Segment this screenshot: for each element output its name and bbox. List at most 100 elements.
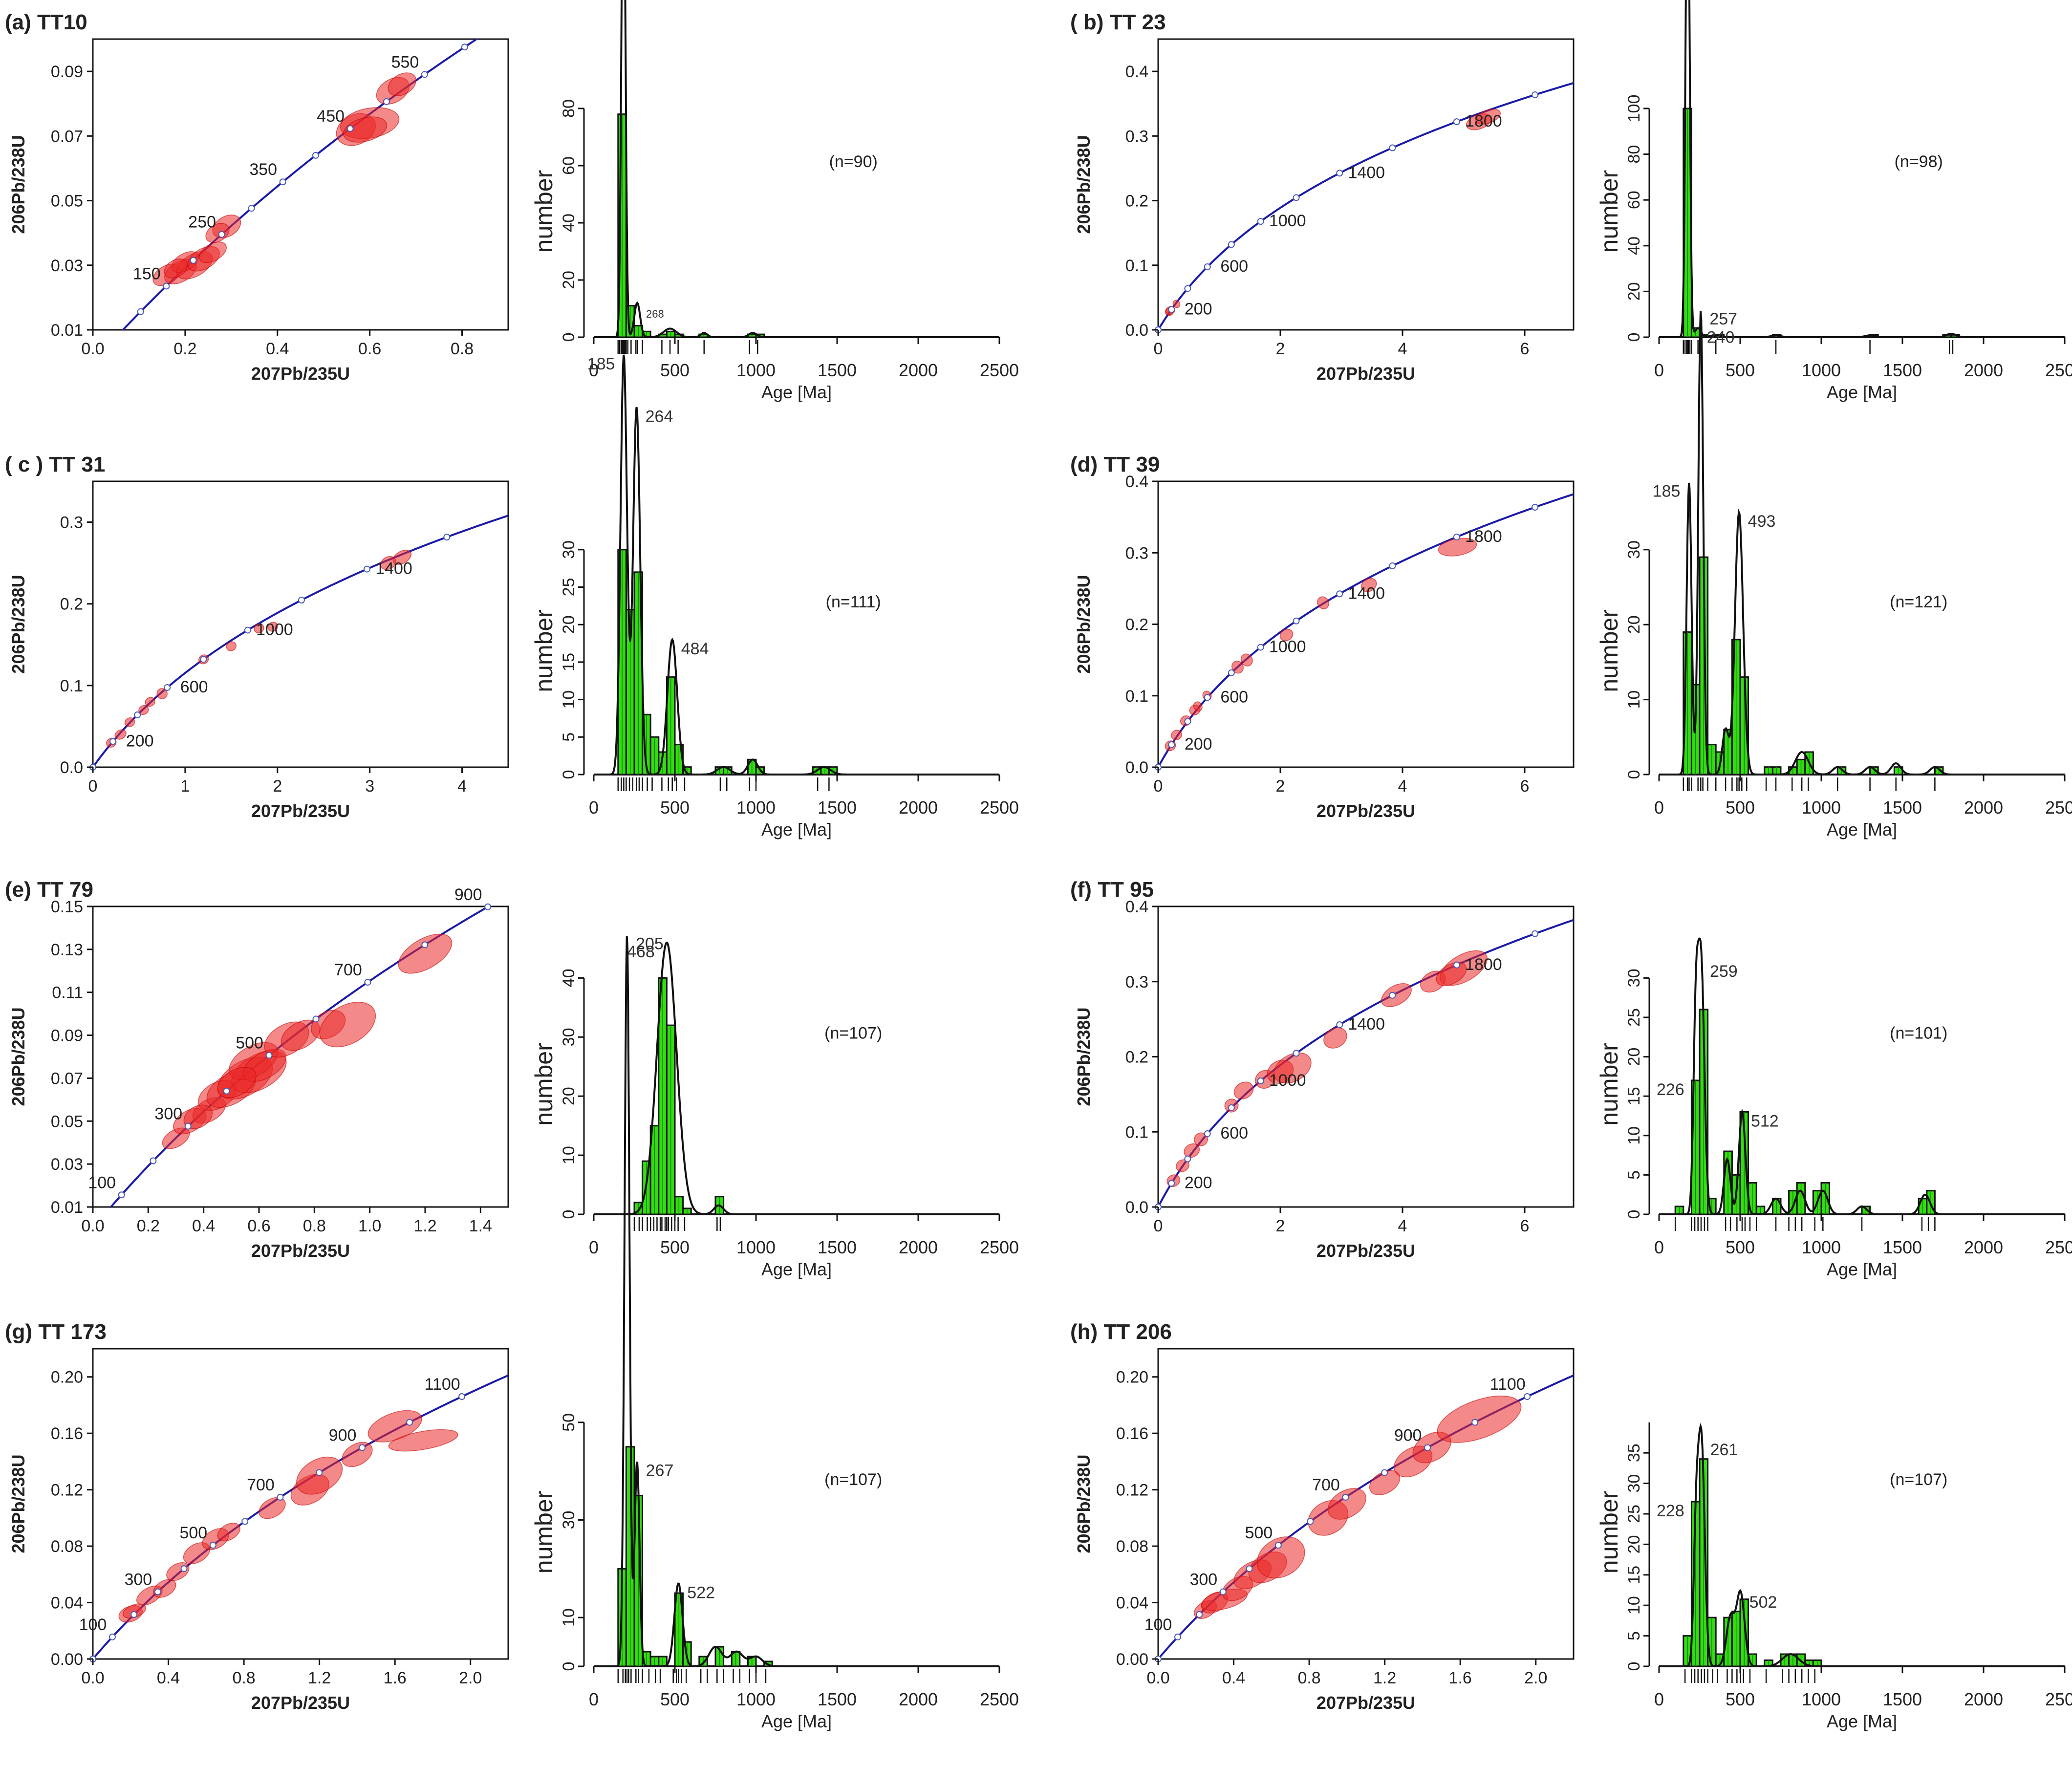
error-ellipse [1256,1536,1305,1579]
age-marker-dot [209,1542,216,1549]
y-tick-label: 0.4 [1125,473,1148,491]
error-ellipse [205,223,230,243]
histogram-plot: 18326805001000150020002500020406080Age [… [530,0,1019,402]
y-axis-label: 206Pb/238U [8,135,28,234]
concordia-age-label: 200 [126,732,154,750]
histogram-x-tick-label: 500 [660,1237,690,1257]
histogram-x-tick-label: 1000 [736,797,776,818]
age-marker-dot [190,257,197,264]
histogram-y-tick-label: 0 [1625,770,1643,779]
peak-label: 267 [646,1462,674,1480]
x-tick-label: 0.0 [81,1669,104,1687]
concordia-age-label: 200 [1185,300,1212,318]
histogram-x-tick-label: 2000 [1964,1689,2003,1709]
x-tick-label: 4 [457,777,467,796]
age-marker-dot [200,656,207,663]
age-marker-dot [1168,1180,1175,1187]
x-tick-label: 0.0 [1146,1669,1169,1687]
histogram-x-tick-label: 1500 [818,360,857,380]
age-marker-dot [163,282,170,290]
age-marker-dot [1453,533,1460,540]
error-ellipse [217,1523,240,1542]
x-tick-label: 0.8 [232,1669,255,1687]
peak-label: 468 [627,943,655,961]
x-tick-label: 0.0 [81,340,104,358]
histogram-x-tick-label: 2000 [899,1237,938,1257]
histogram-x-tick-label: 500 [1726,797,1755,818]
concordia-frame [1157,480,1575,768]
peak-label: 512 [1751,1112,1779,1130]
x-tick-label: 4 [1398,340,1407,358]
x-tick-label: 4 [1398,1217,1407,1235]
histogram-x-tick-label: 1000 [1802,1237,1841,1257]
age-marker-dot [265,1052,273,1059]
y-tick-label: 0.1 [1125,257,1148,275]
histogram-x-tick-label: 1500 [818,1237,857,1257]
peak-label: 259 [1710,962,1738,981]
age-marker-dot [1293,617,1300,625]
peak-label: 226 [1657,1080,1684,1099]
x-tick-label: 6 [1520,1217,1530,1235]
histogram-y-tick-label: 10 [560,1146,578,1164]
y-tick-label: 0.0 [60,758,83,777]
x-tick-label: 3 [365,777,374,796]
x-tick-label: 0 [1154,777,1163,796]
histogram-y-axis-label: number [1596,609,1623,692]
y-tick-label: 0.3 [1125,973,1148,991]
age-marker-dot [364,565,371,573]
histogram-x-tick-label: 500 [660,360,690,380]
histogram-x-tick-label: 2500 [980,797,1019,818]
panel-title: ( b) TT 23 [1070,10,1166,34]
age-marker-dot [298,597,305,604]
y-axis-label: 206Pb/238U [8,1454,28,1553]
y-tick-label: 0.20 [1116,1368,1148,1387]
x-tick-label: 0.8 [1297,1669,1320,1687]
histogram-y-tick-label: 25 [1625,1505,1643,1523]
y-tick-label: 0.09 [51,1027,83,1045]
histogram-y-tick-label: 15 [560,653,578,671]
y-tick-label: 0.0 [1125,321,1148,340]
histogram-y-tick-label: 50 [560,1413,578,1432]
concordia-age-label: 1000 [256,621,293,639]
age-marker-dot [277,1493,284,1501]
histogram-y-tick-label: 40 [560,214,578,232]
histogram-x-tick-label: 0 [1654,1237,1664,1257]
y-tick-label: 0.0 [1125,1198,1148,1217]
concordia-age-label: 700 [334,961,362,979]
age-marker-dot [383,98,390,105]
panel-a: (a) TT10 150 250 350 450 550 0.0 0.2 0.4 0.6 0.8 0.… [5,0,1019,402]
sample-count-label: (n=107) [824,1024,882,1042]
age-marker-dot [1257,644,1264,651]
concordia-age-label: 1000 [1269,638,1306,656]
y-tick-label: 0.12 [1116,1481,1148,1500]
y-tick-label: 0.3 [1125,544,1148,562]
x-axis-label: 207Pb/235U [251,364,350,384]
histogram-y-tick-label: 20 [1625,615,1643,634]
histogram-y-tick-label: 10 [560,690,578,709]
error-ellipse [1193,701,1203,711]
age-marker-dot [1228,241,1235,248]
age-marker-dot [1168,306,1175,313]
histogram-x-tick-label: 2500 [980,1237,1019,1257]
age-marker-dot [164,684,171,691]
histogram-plot: 468 0 500 1000 1500 2000 2500 0 10 20 30 40 Age [Ma]… [530,942,1019,1279]
histogram-x-tick-label: 2500 [2045,1689,2072,1709]
age-marker-dot [346,125,354,132]
y-axis-label: 206Pb/238U [8,1007,28,1106]
concordia-age-label: 250 [188,213,216,232]
histogram-x-axis-label: Age [Ma] [1827,1711,1897,1731]
error-ellipse [1475,108,1501,125]
age-marker-dot [421,941,429,948]
histogram-x-tick-label: 2000 [1964,1237,2003,1257]
concordia-age-label: 1400 [1348,163,1385,182]
panel-title: (g) TT 173 [5,1320,107,1344]
concordia-age-label: 600 [1220,688,1248,706]
panel-title: ( c ) TT 31 [5,452,105,476]
histogram-x-tick-label: 1000 [1802,1689,1841,1709]
age-marker-dot [1381,1469,1388,1476]
age-marker-dot [1336,590,1343,598]
y-tick-label: 0.04 [51,1594,83,1613]
age-marker-dot [1293,194,1300,201]
sample-count-label: (n=107) [824,1470,882,1489]
